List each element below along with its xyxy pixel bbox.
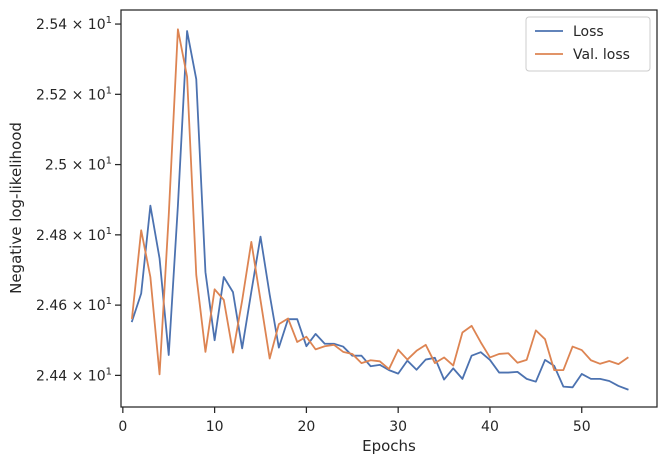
legend-label-0: Loss — [573, 24, 604, 40]
series-layer — [130, 28, 629, 391]
y-axis-ticks: 2.44 × 101 2.46 × 101 2.48 × 101 2.5 × 101 2… — [36, 15, 121, 384]
x-axis-ticks: 0 10 20 30 40 50 — [118, 407, 591, 435]
x-axis-label: Epochs — [362, 437, 416, 455]
plot-frame — [120, 9, 658, 408]
x-tick-label: 10 — [206, 419, 224, 435]
y-tick-label: 2.46 × 101 — [36, 296, 112, 314]
y-tick-label: 2.5 × 101 — [45, 156, 112, 174]
series-line-1 — [131, 28, 629, 376]
x-tick-label: 50 — [573, 419, 591, 435]
y-axis-label: Negative log-likelihood — [7, 122, 25, 294]
series-line-0 — [130, 30, 629, 391]
legend-label-1: Val. loss — [573, 47, 630, 63]
x-tick-label: 40 — [481, 419, 499, 435]
y-tick-label: 2.52 × 101 — [36, 85, 112, 103]
y-tick-label: 2.54 × 101 — [36, 15, 112, 33]
x-tick-label: 20 — [297, 419, 315, 435]
x-tick-label: 30 — [389, 419, 407, 435]
legend: Loss Val. loss — [525, 16, 651, 72]
y-tick-label: 2.44 × 101 — [36, 366, 112, 384]
y-tick-label: 2.48 × 101 — [36, 226, 112, 244]
x-tick-label: 0 — [118, 419, 127, 435]
